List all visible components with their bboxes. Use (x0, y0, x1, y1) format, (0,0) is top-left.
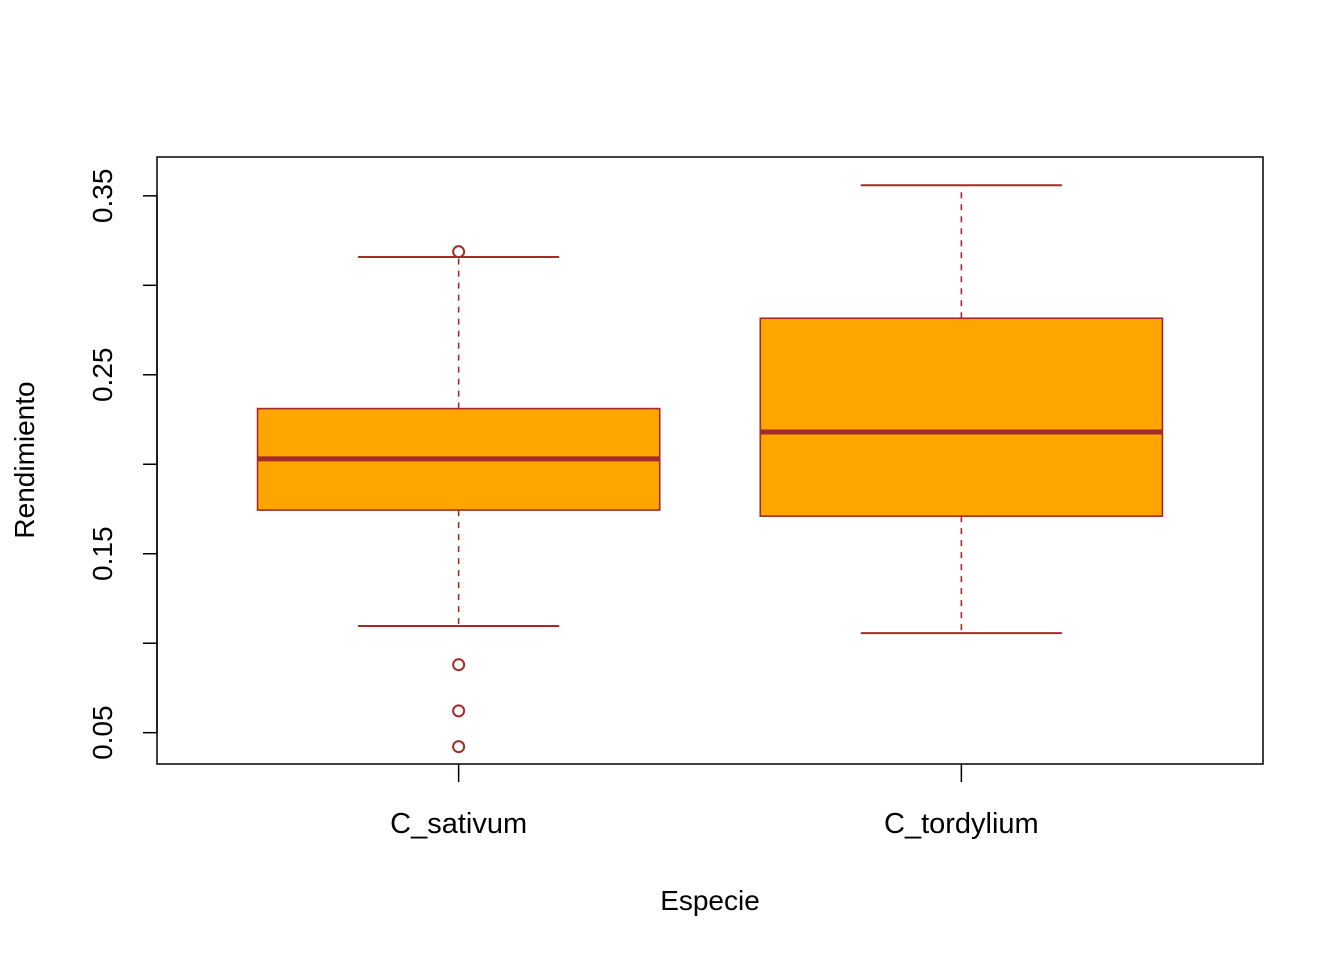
y-tick-label: 0.05 (87, 705, 118, 760)
x-tick-label: C_sativum (390, 808, 527, 840)
y-tick-label: 0.15 (87, 526, 118, 581)
box-iqr (759, 317, 1164, 517)
y-tick-label: 0.35 (87, 169, 118, 224)
y-axis-title: Rendimiento (9, 381, 40, 538)
y-axis: 0.05 0.15 0.25 0.35 (87, 169, 158, 760)
outlier-point (452, 704, 466, 718)
outlier-point (452, 245, 466, 259)
x-axis-title: Especie (660, 885, 760, 916)
outlier-point (452, 658, 466, 672)
box-group (759, 184, 1164, 635)
outlier-point (452, 740, 466, 754)
x-tick-label: C_tordylium (884, 808, 1039, 840)
y-tick-label: 0.25 (87, 348, 118, 403)
boxes (256, 184, 1164, 754)
x-axis: C_sativum C_tordylium (390, 764, 1039, 840)
box-group (256, 245, 661, 754)
